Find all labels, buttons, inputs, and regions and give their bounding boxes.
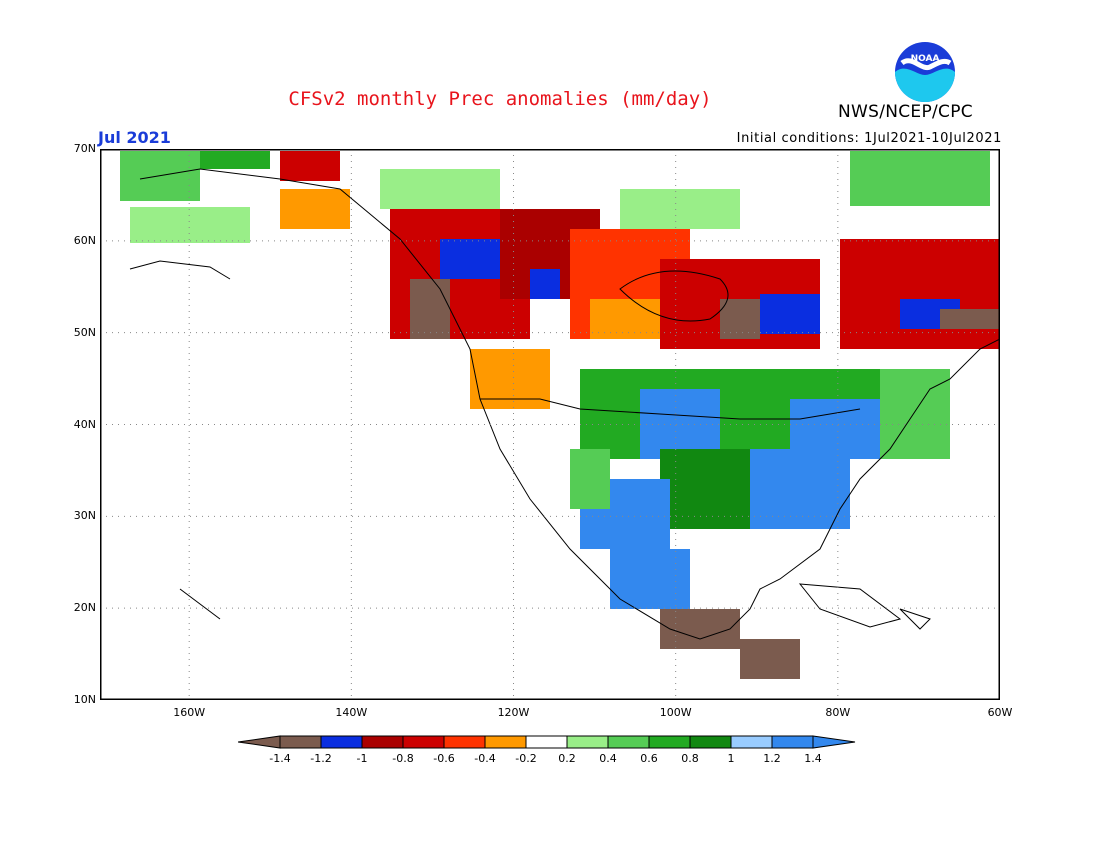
colorbar-cell [689, 735, 732, 749]
colorbar-cell [730, 735, 773, 749]
noaa-logo-text: NOAA [911, 54, 940, 64]
lat-label: 30N [73, 509, 96, 523]
colorbar-tick-label: -0.6 [433, 752, 455, 765]
colorbar-tick-label: 0.8 [681, 752, 699, 765]
colorbar-tick-label: -1.4 [269, 752, 291, 765]
colorbar-arrow-low [238, 735, 281, 749]
noaa-logo: NOAA [895, 42, 955, 102]
colorbar-tick-label: 0.6 [640, 752, 658, 765]
colorbar-tick-label: -1 [356, 752, 368, 765]
colorbar-tick-label: 0.4 [599, 752, 617, 765]
colorbar-cell [484, 735, 527, 749]
colorbar-cell [320, 735, 363, 749]
colorbar [238, 735, 856, 749]
colorbar-tick-label: -1.2 [310, 752, 332, 765]
lat-label: 70N [73, 142, 96, 155]
colorbar-cell [771, 735, 814, 749]
colorbar-tick-label: 1.2 [763, 752, 781, 765]
colorbar-cell [566, 735, 609, 749]
lat-label: 10N [73, 693, 96, 706]
coastlines [129, 168, 1000, 640]
colorbar-cell [607, 735, 650, 749]
initial-conditions: Initial conditions: 1Jul2021-10Jul2021 [736, 131, 1002, 146]
colorbar-tick-label: -0.4 [474, 752, 496, 765]
anomaly-fields [120, 151, 1000, 679]
colorbar-tick-label: 0.2 [558, 752, 576, 765]
colorbar-cell [648, 735, 691, 749]
graticule [100, 149, 1000, 700]
lon-label: 60W [987, 706, 1013, 719]
map-frame [100, 149, 1000, 700]
colorbar-cell [279, 735, 322, 749]
lat-label: 50N [73, 325, 96, 339]
month-label: Jul 2021 [98, 128, 171, 147]
lon-label: 160W [173, 706, 206, 719]
lat-label: 40N [73, 417, 96, 431]
anomaly-map [100, 149, 1000, 700]
lon-label: 80W [825, 706, 851, 719]
colorbar-tick-label: 1.4 [804, 752, 822, 765]
lat-label: 20N [73, 601, 96, 615]
agency-label: NWS/NCEP/CPC [838, 102, 973, 122]
lon-label: 100W [659, 706, 692, 719]
lon-label: 120W [497, 706, 530, 719]
lon-label: 140W [335, 706, 368, 719]
colorbar-cell [361, 735, 404, 749]
colorbar-tick-label: 1 [727, 752, 735, 765]
colorbar-tick-label: -0.8 [392, 752, 414, 765]
map-title: CFSv2 monthly Prec anomalies (mm/day) [288, 88, 712, 110]
colorbar-cell [443, 735, 486, 749]
colorbar-cell [525, 735, 568, 749]
colorbar-cell [402, 735, 445, 749]
colorbar-arrow-high [812, 735, 856, 749]
colorbar-tick-label: -0.2 [515, 752, 537, 765]
lat-label: 60N [73, 233, 96, 247]
